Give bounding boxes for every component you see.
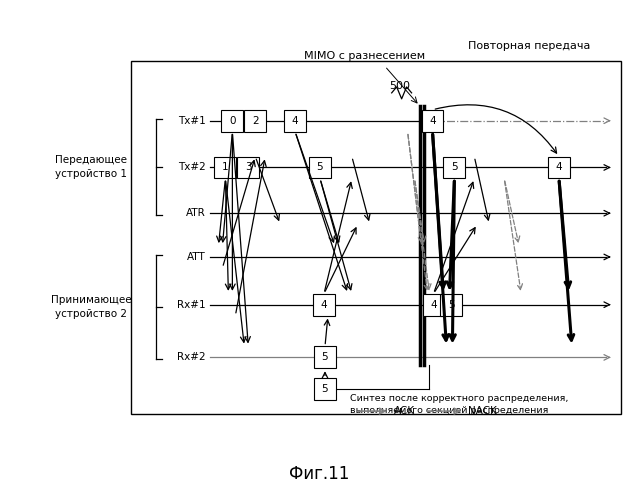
Text: 5: 5 <box>448 300 455 310</box>
Bar <box>237 156 259 178</box>
Bar <box>548 156 570 178</box>
Text: 4: 4 <box>321 300 327 310</box>
Text: Передающее
устройство 1: Передающее устройство 1 <box>55 155 127 179</box>
Text: 4: 4 <box>429 116 436 126</box>
Bar <box>244 110 266 132</box>
Text: Tx#2: Tx#2 <box>178 162 205 172</box>
Text: Фиг.11: Фиг.11 <box>289 465 349 483</box>
Bar <box>214 156 236 178</box>
Text: 0: 0 <box>229 116 235 126</box>
Text: 4: 4 <box>292 116 299 126</box>
Text: 4: 4 <box>556 162 562 172</box>
Text: 500: 500 <box>389 81 410 91</box>
Bar <box>443 156 465 178</box>
Bar <box>314 346 336 368</box>
Bar <box>422 294 445 316</box>
Text: 3: 3 <box>245 162 251 172</box>
Text: ACK: ACK <box>394 406 415 416</box>
Text: 4: 4 <box>430 300 437 310</box>
Text: 5: 5 <box>316 162 323 172</box>
Text: Rx#1: Rx#1 <box>177 300 205 310</box>
Bar <box>131 61 621 414</box>
Bar <box>284 110 306 132</box>
Text: 5: 5 <box>322 384 329 394</box>
Text: Синтез после корректного распределения,
выполняемого секцией распределения: Синтез после корректного распределения, … <box>350 394 568 415</box>
Bar <box>221 110 243 132</box>
Text: Принимающее
устройство 2: Принимающее устройство 2 <box>50 295 131 319</box>
Bar <box>314 378 336 400</box>
Text: Повторная передача: Повторная передача <box>468 41 590 51</box>
Text: 5: 5 <box>322 352 329 362</box>
Text: ATT: ATT <box>187 252 205 262</box>
Text: MIMO с разнесением: MIMO с разнесением <box>304 51 426 61</box>
Text: ATR: ATR <box>186 208 205 218</box>
Bar <box>313 294 335 316</box>
Bar <box>309 156 331 178</box>
Text: Tx#1: Tx#1 <box>178 116 205 126</box>
Text: Rx#2: Rx#2 <box>177 352 205 362</box>
Bar <box>440 294 463 316</box>
Text: 1: 1 <box>222 162 228 172</box>
Text: 2: 2 <box>252 116 258 126</box>
Text: 5: 5 <box>451 162 457 172</box>
Bar <box>422 110 443 132</box>
Text: NACK: NACK <box>468 406 497 416</box>
